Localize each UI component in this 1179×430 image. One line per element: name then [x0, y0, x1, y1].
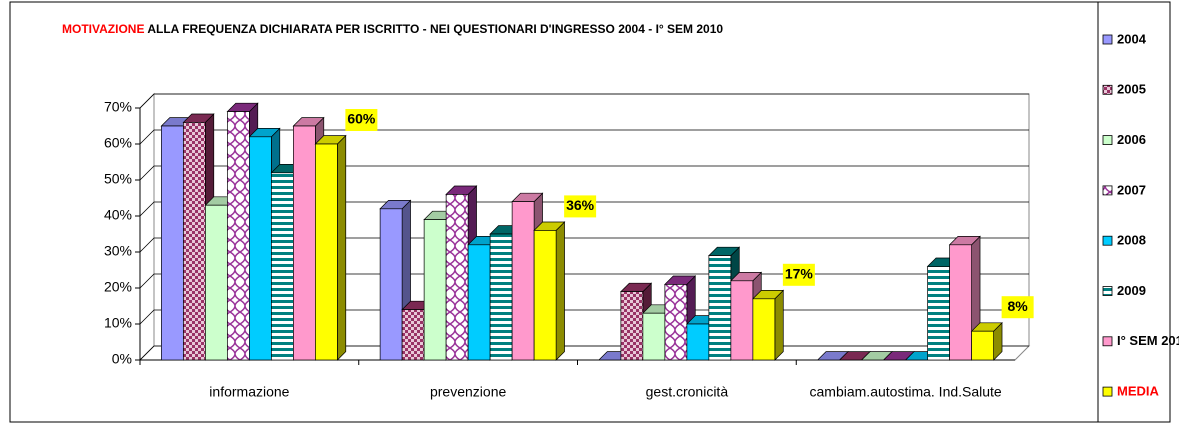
- bar: [401, 309, 425, 361]
- bar: [971, 330, 994, 361]
- bar: [227, 111, 250, 361]
- bar: [445, 194, 469, 361]
- bar: [927, 266, 950, 361]
- bar: [161, 125, 184, 361]
- bar: [467, 244, 491, 361]
- side-wall: [139, 92, 155, 362]
- y-tick-label: 50%: [104, 171, 132, 187]
- bar: [423, 219, 447, 361]
- bar: [511, 201, 535, 361]
- x-tick-label: informazione: [209, 384, 289, 400]
- chart-title: MOTIVAZIONE ALLA FREQUENZA DICHIARATA PE…: [62, 22, 723, 36]
- y-tick-label: 20%: [104, 279, 132, 295]
- bar: [664, 284, 688, 361]
- value-label: 17%: [785, 266, 814, 282]
- legend-label: 2004: [1117, 31, 1147, 46]
- bar: [752, 298, 776, 361]
- bar: [293, 125, 316, 361]
- grid-line: [139, 93, 1029, 109]
- y-tick-label: 10%: [104, 315, 132, 331]
- bar: [379, 208, 403, 361]
- bar: [533, 230, 557, 361]
- value-label: 8%: [1008, 298, 1029, 314]
- legend-swatch: [1102, 84, 1113, 95]
- bar: [730, 280, 754, 361]
- value-label-bg: [345, 109, 378, 131]
- legend-label: I° SEM 2010: [1117, 333, 1179, 348]
- y-tick-label: 30%: [104, 243, 132, 259]
- bar: [620, 291, 644, 361]
- bar: [686, 323, 710, 361]
- legend-label: 2008: [1117, 233, 1146, 248]
- value-label: 60%: [347, 111, 376, 127]
- legend-label: 2005: [1117, 82, 1146, 97]
- x-tick-label: cambiam.autostima. Ind.Salute: [810, 384, 1002, 400]
- bar-side: [555, 221, 565, 361]
- value-label-bg: [564, 195, 597, 218]
- legend-label: MEDIA: [1117, 384, 1160, 399]
- bar: [183, 122, 206, 361]
- legend-label: 2006: [1117, 132, 1146, 147]
- x-tick-label: prevenzione: [430, 384, 506, 400]
- grid-line: [139, 237, 1029, 253]
- bar: [249, 136, 272, 361]
- bar: [205, 204, 228, 361]
- grid-line: [139, 165, 1029, 181]
- frame: [9, 1, 1171, 423]
- y-tick-label: 60%: [104, 135, 132, 151]
- title-highlight: MOTIVAZIONE: [62, 22, 144, 36]
- bar-side: [337, 134, 347, 361]
- y-tick-label: 70%: [104, 99, 132, 115]
- y-tick-label: 40%: [104, 207, 132, 223]
- legend-swatch: [1102, 34, 1113, 45]
- bar: [708, 255, 732, 361]
- bar: [315, 143, 338, 361]
- legend-swatch: [1102, 386, 1113, 397]
- value-label-bg: [782, 263, 815, 286]
- value-label: 36%: [566, 197, 595, 213]
- grid-line: [139, 129, 1029, 145]
- y-tick-label: 0%: [112, 351, 132, 367]
- legend-swatch: [1102, 135, 1113, 146]
- bar: [949, 244, 972, 361]
- legend-swatch: [1102, 286, 1113, 296]
- legend-swatch: [1102, 336, 1113, 347]
- bar: [642, 312, 666, 361]
- legend-swatch: [1102, 235, 1113, 246]
- bar: [489, 233, 513, 361]
- grid-line: [139, 201, 1029, 217]
- title-rest: ALLA FREQUENZA DICHIARATA PER ISCRITTO -…: [147, 22, 723, 36]
- x-tick-label: gest.cronicità: [646, 384, 729, 400]
- legend-label: 2009: [1117, 283, 1146, 298]
- bar-side: [774, 289, 784, 361]
- legend-label: 2007: [1117, 182, 1146, 197]
- value-label-bg: [1001, 296, 1034, 319]
- bar: [271, 172, 294, 361]
- legend-swatch: [1102, 185, 1113, 196]
